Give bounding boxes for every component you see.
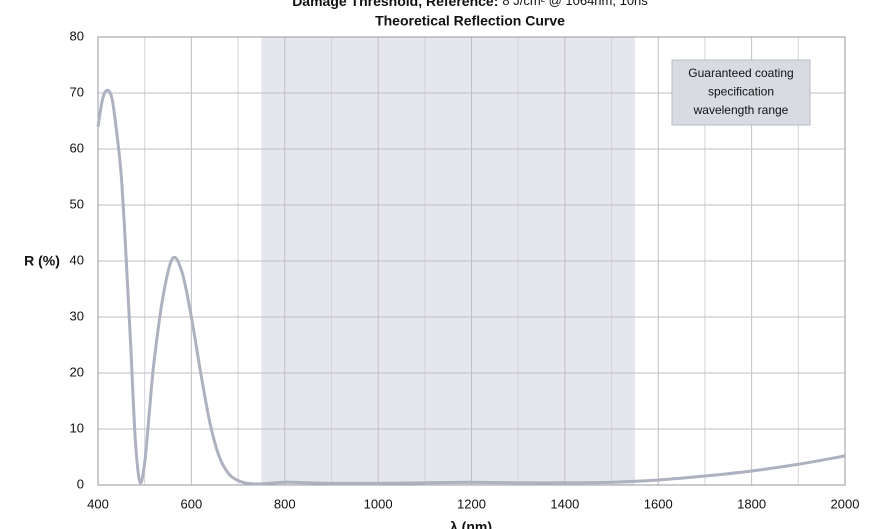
title-rest: 8 J/cm² @ 1064nm, 10ns <box>502 0 648 8</box>
x-tick-label: 800 <box>274 496 296 511</box>
x-axis-label: λ (nm) <box>450 519 492 529</box>
reflection-curve <box>96 88 846 486</box>
y-tick-label: 0 <box>77 476 84 491</box>
x-tick-label: 1800 <box>737 496 766 511</box>
y-tick-label: 50 <box>70 196 84 211</box>
chart-title: Damage Threshold, Reference: 8 J/cm² @ 10… <box>292 0 648 9</box>
annotation-text: Guaranteed coating <box>688 66 793 80</box>
plot-border <box>97 36 846 486</box>
x-tick-label: 1200 <box>457 496 486 511</box>
y-tick-label: 60 <box>70 140 84 155</box>
x-tick-label: 1600 <box>644 496 673 511</box>
y-tick-label: 70 <box>70 84 84 99</box>
x-tick-label: 1400 <box>550 496 579 511</box>
x-tick-label: 1000 <box>364 496 393 511</box>
y-tick-label: 40 <box>70 252 84 267</box>
x-tick-label: 2000 <box>831 496 860 511</box>
chart-subtitle: Theoretical Reflection Curve <box>375 13 565 29</box>
annotation-box <box>671 59 811 126</box>
y-axis-label: R (%) <box>24 253 60 269</box>
y-tick-label: 80 <box>70 28 84 43</box>
y-tick-label: 30 <box>70 308 84 323</box>
x-tick-label: 600 <box>181 496 203 511</box>
y-tick-label: 20 <box>70 364 84 379</box>
annotation-text: specification <box>708 85 774 99</box>
annotation-text: wavelength range <box>693 103 789 117</box>
title-bold: Damage Threshold, Reference: <box>292 0 498 9</box>
annotation: Guaranteed coating specification wavelengt… <box>671 59 811 126</box>
x-tick-label: 400 <box>87 496 109 511</box>
y-tick-label: 10 <box>70 420 84 435</box>
